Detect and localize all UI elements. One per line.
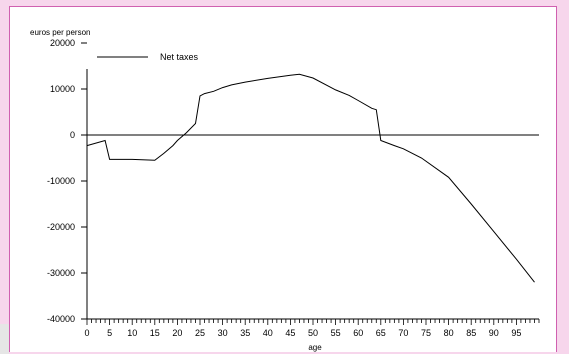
x-tick-label: 60 <box>353 328 363 338</box>
x-tick-label: 40 <box>263 328 273 338</box>
y-tick-label: -30000 <box>47 268 75 278</box>
legend: Net taxes <box>97 52 199 62</box>
x-tick-label: 25 <box>195 328 205 338</box>
y-tick-label: 0 <box>70 130 75 140</box>
series-group <box>86 73 535 283</box>
x-tick-label: 90 <box>489 328 499 338</box>
x-tick-label: 45 <box>285 328 295 338</box>
x-tick-label: 0 <box>84 328 89 338</box>
x-tick-label: 15 <box>150 328 160 338</box>
x-tick-label: 65 <box>376 328 386 338</box>
y-tick-label: -20000 <box>47 222 75 232</box>
x-tick-label: 30 <box>218 328 228 338</box>
series-line-net-taxes <box>86 73 535 283</box>
x-tick-label: 95 <box>511 328 521 338</box>
y-axis-title: euros per person <box>30 28 90 37</box>
x-tick-label: 70 <box>398 328 408 338</box>
x-tick-label: 50 <box>308 328 318 338</box>
y-tick-label: 10000 <box>50 84 75 94</box>
y-tick-label: 20000 <box>50 38 75 48</box>
x-tick-label: 20 <box>172 328 182 338</box>
x-axis: 0 5 10 15 20 25 30 35 40 45 50 55 60 65 70 75 80 85 90 95 <box>84 318 540 338</box>
y-axis: 20000 10000 0 -10000 -20000 -30000 -40000 <box>47 38 88 324</box>
x-axis-title: age <box>308 343 322 352</box>
x-tick-label: 75 <box>421 328 431 338</box>
x-tick-label: 85 <box>466 328 476 338</box>
x-tick-label: 80 <box>444 328 454 338</box>
y-tick-label: -40000 <box>47 314 75 324</box>
y-tick-label: -10000 <box>47 176 75 186</box>
x-tick-label: 5 <box>107 328 112 338</box>
x-tick-label: 10 <box>127 328 137 338</box>
legend-label: Net taxes <box>160 52 199 62</box>
left-shade <box>0 324 9 354</box>
x-tick-label: 35 <box>240 328 250 338</box>
chart-panel <box>9 6 557 352</box>
x-tick-label: 55 <box>331 328 341 338</box>
